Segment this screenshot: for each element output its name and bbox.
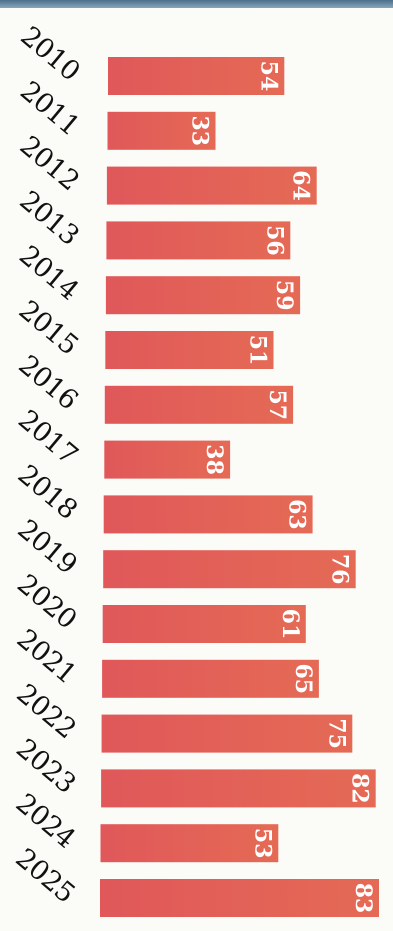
bar-2016 [104,385,294,424]
year-label-2012: 2012 [14,130,85,197]
year-label-2013: 2013 [13,185,84,252]
year-label-2023: 2023 [10,733,81,800]
bar-2010 [108,57,285,95]
year-label-2020: 2020 [11,569,82,636]
bar-2020 [102,605,306,643]
value-label-2021: 65 [290,663,316,694]
value-label-2019: 76 [327,554,353,585]
bar-2017 [104,440,231,479]
year-label-2025: 2025 [9,843,80,910]
year-label-2017: 2017 [12,404,83,471]
bar-2014 [105,276,301,315]
bars-layer [100,57,379,917]
bar-2013 [106,221,291,260]
bar-2019 [103,550,356,589]
bar-2018 [103,495,313,534]
value-label-2016: 57 [264,389,290,420]
year-label-2010: 2010 [14,21,85,88]
year-labels-layer: 2010201120122013201420152016201720182019… [9,21,85,910]
value-label-2022: 75 [323,718,349,749]
bar-2021 [102,659,319,698]
value-label-2015: 51 [245,335,271,366]
value-label-2010: 54 [255,61,281,92]
top-edge-strip [0,0,393,8]
year-label-2011: 2011 [14,75,85,142]
year-label-2016: 2016 [12,349,83,416]
year-label-2021: 2021 [11,623,82,690]
bar-2012 [106,166,317,205]
bar-2024 [100,824,279,863]
value-label-2017: 38 [201,444,227,475]
value-label-2025: 83 [350,883,376,914]
year-label-2022: 2022 [10,678,81,745]
year-label-2015: 2015 [13,295,84,362]
value-label-2012: 64 [288,170,314,201]
bar-2022 [101,714,353,753]
value-label-2024: 53 [249,828,275,859]
value-label-2020: 61 [277,609,303,640]
bar-2025 [100,879,379,917]
bar-2023 [101,769,376,808]
value-label-2011: 33 [186,115,212,146]
year-label-2024: 2024 [10,788,81,855]
year-label-2014: 2014 [13,240,84,307]
year-label-2018: 2018 [12,459,83,526]
value-label-2014: 59 [271,280,297,311]
bar-2015 [105,331,274,369]
bar-2011 [107,111,216,150]
value-label-2023: 82 [347,773,373,804]
value-label-2013: 56 [261,225,287,256]
value-label-2018: 63 [284,499,310,530]
year-label-2019: 2019 [11,514,82,581]
